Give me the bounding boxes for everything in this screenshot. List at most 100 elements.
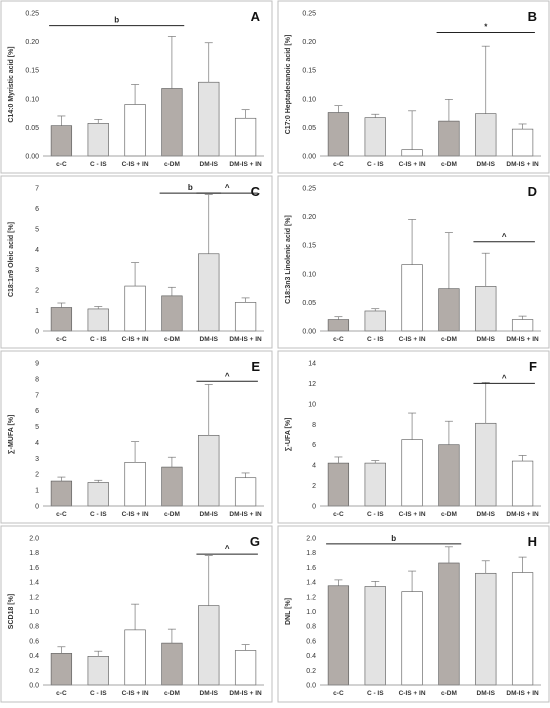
- bar: [364, 586, 386, 686]
- y-tick-label: 0.8: [29, 624, 39, 631]
- y-tick-label: 0: [312, 504, 316, 511]
- bar: [161, 88, 183, 157]
- y-tick-label: 2.0: [306, 536, 316, 543]
- significance-label: b: [188, 183, 193, 192]
- x-tick-label: DM-IS: [477, 161, 496, 168]
- bar: [234, 650, 257, 686]
- panel-letter: H: [528, 534, 537, 549]
- bar: [364, 310, 386, 332]
- y-tick-label: 1.0: [29, 609, 39, 616]
- bar: [401, 264, 423, 332]
- panel-letter: F: [529, 359, 537, 374]
- x-tick-label: c-C: [56, 336, 67, 343]
- y-tick-label: 0: [35, 504, 39, 511]
- significance-label: ^: [225, 544, 230, 553]
- y-axis-label: C18:3n3 Linolenic acid [%]: [285, 215, 292, 304]
- y-tick-label: 7: [35, 392, 39, 399]
- panel-h: 0.0 0.2 0.4 0.6 0.8 1.0 1.2 1.4 1.6 1.8 2.0 DNL [%]…: [277, 525, 550, 703]
- bar: [161, 466, 183, 507]
- x-tick-label: c-DM: [164, 336, 180, 343]
- y-tick-label: 12: [308, 381, 316, 388]
- bar: [438, 288, 460, 332]
- x-tick-label: DM-IS + IN: [229, 511, 262, 518]
- x-tick-label: C - IS: [90, 511, 107, 518]
- bar: [198, 605, 220, 686]
- bar: [327, 319, 350, 332]
- x-tick-label: C - IS: [90, 690, 107, 697]
- y-tick-label: 0.2: [306, 668, 316, 675]
- y-tick-label: 6: [35, 408, 39, 415]
- significance-label: ^: [502, 373, 507, 382]
- y-tick-label: 0.8: [306, 624, 316, 631]
- y-tick-label: 0.00: [25, 154, 39, 161]
- bar: [50, 653, 73, 686]
- x-tick-label: C-IS + IN: [122, 690, 149, 697]
- x-tick-label: c-DM: [164, 511, 180, 518]
- bar: [475, 286, 497, 332]
- bar: [327, 585, 350, 686]
- panel-e: 0 1 2 3 4 5 6 7 8 9 ∑-MUFA [%] c-C C - IS C-IS + IN c-…: [0, 350, 273, 524]
- significance-label: ^: [502, 232, 507, 241]
- x-tick-label: DM-IS + IN: [506, 511, 539, 518]
- bar: [198, 253, 220, 332]
- bar: [511, 319, 534, 332]
- x-tick-label: C-IS + IN: [399, 690, 426, 697]
- y-tick-label: 1.4: [306, 580, 316, 587]
- bar: [511, 460, 534, 507]
- bar: [438, 444, 460, 507]
- y-tick-label: 1.4: [29, 580, 39, 587]
- panel-g: 0.0 0.2 0.4 0.6 0.8 1.0 1.2 1.4 1.6 1.8 2.0 SCD18 […: [0, 525, 273, 703]
- y-tick-label: 0.10: [25, 96, 39, 103]
- y-tick-label: 0.20: [302, 39, 316, 46]
- y-tick-label: 14: [308, 361, 316, 368]
- x-tick-label: DM-IS: [477, 336, 496, 343]
- x-tick-label: c-C: [333, 511, 344, 518]
- x-tick-label: DM-IS: [477, 690, 496, 697]
- y-axis-label: ∑-UFA [%]: [285, 418, 292, 452]
- x-tick-label: DM-IS + IN: [229, 336, 262, 343]
- y-tick-label: 0.20: [25, 39, 39, 46]
- panel-letter: A: [251, 9, 261, 24]
- x-tick-label: DM-IS + IN: [229, 690, 262, 697]
- y-tick-label: 0.0: [306, 683, 316, 690]
- y-axis-label: C18:1n9 Oleic acid [%]: [8, 222, 15, 297]
- y-tick-label: 10: [308, 401, 316, 408]
- x-tick-label: c-C: [56, 690, 67, 697]
- y-tick-label: 0.25: [302, 11, 316, 18]
- y-tick-label: 0.15: [25, 68, 39, 75]
- x-tick-label: c-C: [333, 161, 344, 168]
- bar: [124, 285, 146, 332]
- y-tick-label: 0.15: [302, 68, 316, 75]
- x-tick-label: DM-IS: [200, 336, 219, 343]
- y-tick-label: 0.2: [29, 668, 39, 675]
- x-tick-label: C-IS + IN: [399, 336, 426, 343]
- panel-letter: B: [528, 9, 537, 24]
- significance-label: *: [484, 22, 488, 31]
- x-tick-label: DM-IS + IN: [229, 161, 262, 168]
- y-tick-label: 1.8: [29, 550, 39, 557]
- x-tick-label: c-C: [333, 690, 344, 697]
- bar: [364, 117, 386, 157]
- bar: [50, 125, 73, 157]
- x-tick-label: C-IS + IN: [399, 511, 426, 518]
- bar: [364, 462, 386, 507]
- y-tick-label: 0.10: [302, 271, 316, 278]
- panel-letter: E: [251, 359, 260, 374]
- x-tick-label: DM-IS + IN: [506, 336, 539, 343]
- x-tick-label: C - IS: [90, 161, 107, 168]
- bar: [50, 307, 73, 332]
- bar: [87, 482, 109, 507]
- panel-frame: [277, 0, 550, 174]
- bar: [327, 112, 350, 157]
- panel-f: 0 2 4 6 8 10 12 14 ∑-UFA [%] c-C C - IS C-IS + IN c-…: [277, 350, 550, 524]
- y-tick-label: 8: [312, 422, 316, 429]
- y-tick-label: 0.10: [302, 96, 316, 103]
- y-tick-label: 1.8: [306, 550, 316, 557]
- y-tick-label: 0.05: [302, 300, 316, 307]
- y-tick-label: 5: [35, 226, 39, 233]
- x-tick-label: c-DM: [164, 690, 180, 697]
- y-tick-label: 8: [35, 376, 39, 383]
- x-tick-label: c-C: [56, 511, 67, 518]
- y-axis-label: DNL [%]: [285, 598, 292, 625]
- panel-d: 0.00 0.05 0.10 0.15 0.20 0.25 C18:3n3 Linoleni…: [277, 175, 550, 349]
